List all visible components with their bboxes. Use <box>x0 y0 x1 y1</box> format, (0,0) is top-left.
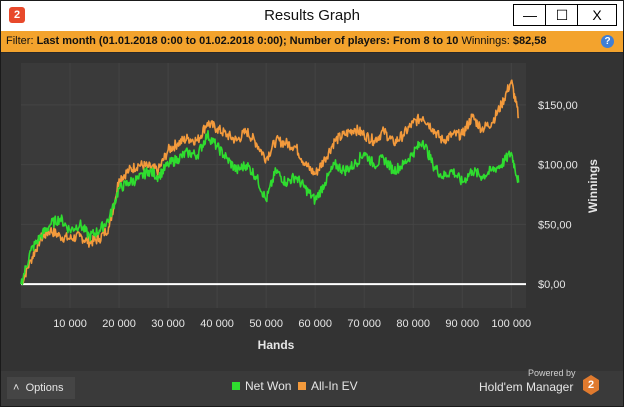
x-tick-label: 10 000 <box>53 318 87 330</box>
x-tick-label: 90 000 <box>445 318 479 330</box>
y-axis: $0,00 $50,00 $100,00 $150,00 <box>538 100 578 291</box>
results-chart: $0,00 $50,00 $100,00 $150,00 10 000 20 000 30… <box>20 63 600 352</box>
filter-text: Filter: Last month (01.01.2018 0:00 to 0… <box>6 31 546 52</box>
chevron-up-icon: ˄ <box>13 382 20 394</box>
chart-legend: Net Won All-In EV <box>1 377 623 395</box>
y-tick-label: $0,00 <box>538 279 566 291</box>
help-icon[interactable]: ? <box>601 35 614 48</box>
winnings-value: $82,58 <box>512 35 547 47</box>
y-tick-label: $50,00 <box>538 219 572 231</box>
x-axis: 10 000 20 000 30 000 40 000 50 000 60 000 70 0… <box>53 318 531 330</box>
close-button[interactable]: X <box>577 4 617 26</box>
legend-swatch-all-in-ev <box>298 382 306 390</box>
filter-bar: Filter: Last month (01.01.2018 0:00 to 0… <box>1 31 623 53</box>
legend-item-net-won[interactable]: Net Won <box>232 379 291 393</box>
brand-name: Hold'em Manager <box>479 380 574 394</box>
filter-description: Last month (01.01.2018 0:00 to 01.02.201… <box>36 35 459 47</box>
series-line-net-won <box>20 130 520 286</box>
legend-label-all-in-ev: All-In EV <box>311 379 358 393</box>
x-tick-label: 30 000 <box>151 318 185 330</box>
app-logo-icon: 2 <box>9 7 25 23</box>
series-line-all-in-ev <box>20 79 520 285</box>
brand-logo-icon: 2 <box>583 375 599 395</box>
x-tick-label: 20 000 <box>102 318 136 330</box>
x-tick-label: 80 000 <box>396 318 430 330</box>
plot-background <box>21 63 526 308</box>
options-button[interactable]: ˄ Options <box>7 377 75 399</box>
y-axis-label: Winnings <box>586 159 600 213</box>
x-tick-label: 70 000 <box>347 318 381 330</box>
x-tick-label: 50 000 <box>249 318 283 330</box>
y-tick-label: $100,00 <box>538 160 578 172</box>
legend-swatch-net-won <box>232 382 240 390</box>
minimize-button[interactable]: — <box>513 4 547 26</box>
powered-by-text: Powered by <box>528 368 576 378</box>
options-label: Options <box>25 382 64 394</box>
title-bar: 2 Results Graph — ☐ X <box>1 1 623 31</box>
x-axis-label: Hands <box>258 338 295 352</box>
series-layer <box>20 79 520 286</box>
y-tick-label: $150,00 <box>538 100 578 112</box>
legend-item-all-in-ev[interactable]: All-In EV <box>298 379 358 393</box>
legend-label-net-won: Net Won <box>245 379 292 393</box>
x-tick-label: 60 000 <box>298 318 332 330</box>
filter-prefix: Filter: <box>6 35 37 47</box>
winnings-label: Winnings: <box>461 35 513 47</box>
x-tick-label: 100 000 <box>491 318 531 330</box>
x-tick-label: 40 000 <box>200 318 234 330</box>
grid <box>21 63 526 308</box>
window-title: Results Graph <box>264 7 360 24</box>
